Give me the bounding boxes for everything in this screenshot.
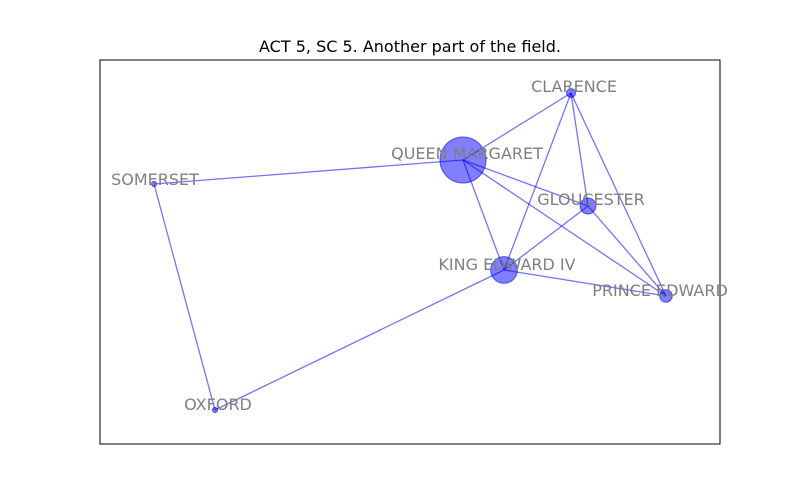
edge-somerset-oxford xyxy=(153,183,216,411)
edge-queen-margaret-prince-edward xyxy=(462,159,667,297)
nodes-layer xyxy=(150,87,673,414)
node-clarence xyxy=(565,87,577,99)
node-label-somerset: SOMERSET xyxy=(111,170,199,189)
node-prince-edward xyxy=(659,289,673,303)
edge-clarence-prince-edward xyxy=(570,92,667,297)
node-label-king-edward-iv: KING EDWARD IV xyxy=(438,255,575,274)
node-label-oxford: OXFORD xyxy=(184,395,252,414)
figure-title: ACT 5, SC 5. Another part of the field. xyxy=(259,37,561,56)
node-king-edward-iv xyxy=(490,256,518,284)
node-label-gloucester: GLOUCESTER xyxy=(537,190,644,209)
node-label-clarence: CLARENCE xyxy=(531,77,617,96)
node-label-prince-edward: PRINCE EDWARD xyxy=(592,281,728,300)
node-oxford xyxy=(211,406,219,414)
edge-clarence-gloucester xyxy=(570,92,589,207)
labels-layer: QUEEN MARGARET KING EDWARD IV GLOUCESTER PR… xyxy=(111,77,728,414)
edge-gloucester-prince-edward xyxy=(587,205,667,297)
node-somerset xyxy=(150,180,158,188)
edge-clarence-king-edward-iv xyxy=(503,92,572,271)
edges-layer xyxy=(153,92,667,411)
node-queen-margaret xyxy=(439,136,487,184)
edge-gloucester-king-edward-iv xyxy=(503,205,589,271)
edge-king-edward-iv-oxford xyxy=(214,269,505,411)
edge-king-edward-iv-prince-edward xyxy=(503,269,667,297)
node-label-queen-margaret: QUEEN MARGARET xyxy=(391,144,543,163)
plot-frame xyxy=(99,59,721,445)
edge-queen-margaret-somerset xyxy=(153,159,464,185)
node-gloucester xyxy=(579,197,597,215)
